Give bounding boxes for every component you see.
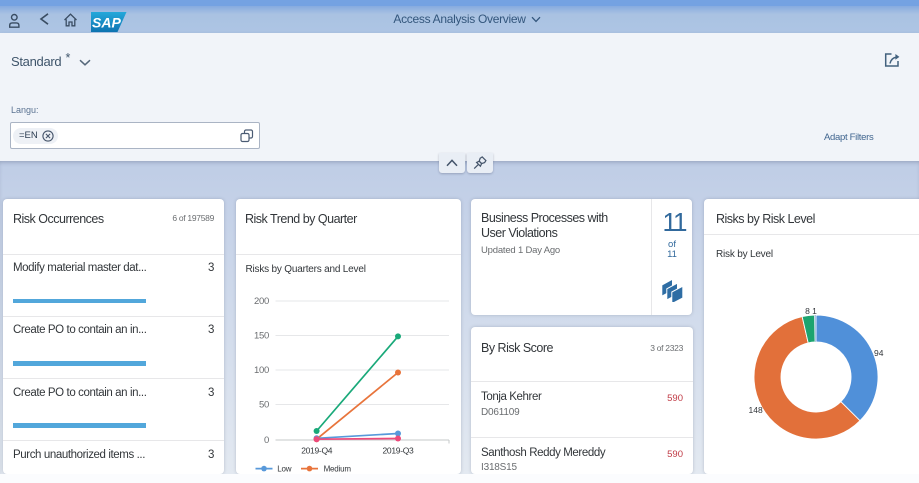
svg-text:2019-Q3: 2019-Q3 xyxy=(383,445,415,455)
svg-text:Medium: Medium xyxy=(324,465,352,474)
svg-text:0: 0 xyxy=(264,435,269,446)
svg-text:8: 8 xyxy=(805,306,810,316)
svg-text:200: 200 xyxy=(254,296,269,307)
svg-text:50: 50 xyxy=(259,400,269,411)
svg-text:Low: Low xyxy=(277,465,291,474)
svg-text:150: 150 xyxy=(254,331,269,342)
svg-text:100: 100 xyxy=(254,365,269,376)
svg-text:148: 148 xyxy=(749,405,763,415)
svg-text:SAP: SAP xyxy=(92,15,121,31)
svg-text:2019-Q4: 2019-Q4 xyxy=(301,445,333,455)
svg-text:1: 1 xyxy=(812,306,817,316)
svg-text:94: 94 xyxy=(874,348,884,358)
